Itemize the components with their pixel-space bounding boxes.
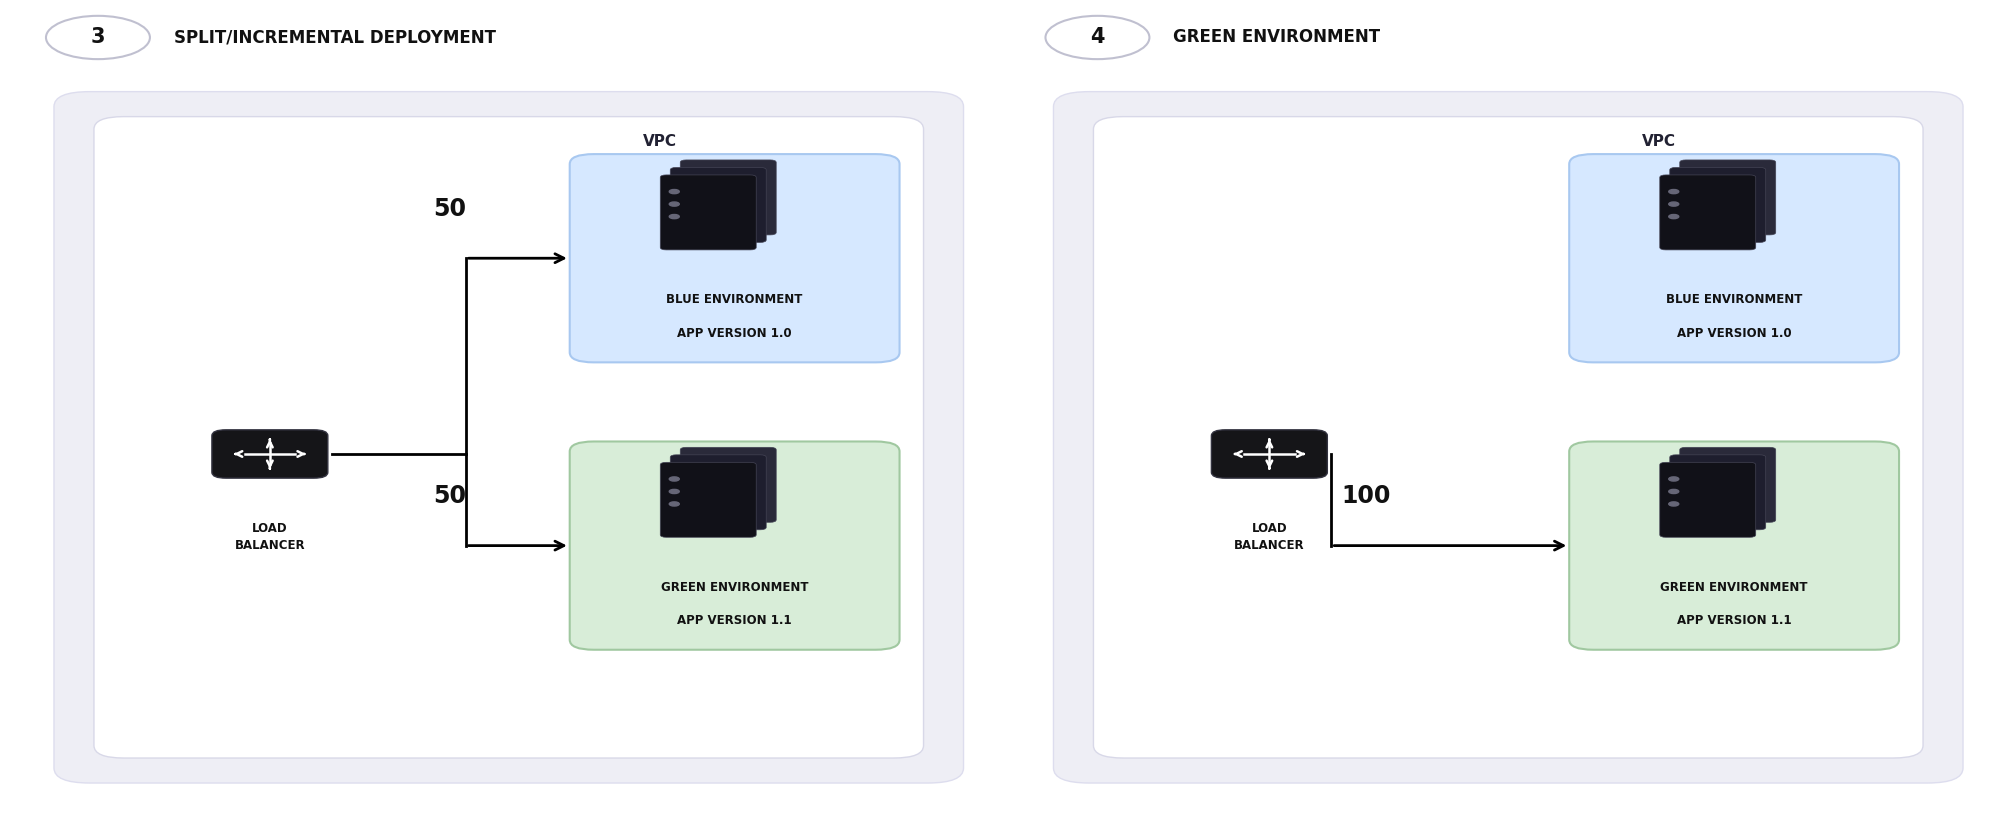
Text: VPC: VPC [1640,134,1676,149]
FancyBboxPatch shape [1668,167,1764,242]
FancyBboxPatch shape [669,167,765,242]
Text: GREEN ENVIRONMENT: GREEN ENVIRONMENT [1660,581,1806,594]
FancyBboxPatch shape [1093,117,1922,758]
Text: 3: 3 [90,27,106,47]
FancyBboxPatch shape [1678,447,1774,522]
Text: BLUE ENVIRONMENT: BLUE ENVIRONMENT [1664,293,1802,307]
Text: 100: 100 [1341,484,1391,508]
FancyBboxPatch shape [1658,462,1754,537]
FancyBboxPatch shape [569,441,899,650]
FancyBboxPatch shape [1668,455,1764,530]
FancyBboxPatch shape [1568,154,1898,362]
FancyBboxPatch shape [659,175,755,250]
Text: APP VERSION 1.1: APP VERSION 1.1 [677,614,791,627]
Circle shape [1668,202,1678,207]
FancyBboxPatch shape [569,154,899,362]
Text: 50: 50 [434,484,466,508]
FancyBboxPatch shape [669,455,765,530]
Text: SPLIT/INCREMENTAL DEPLOYMENT: SPLIT/INCREMENTAL DEPLOYMENT [174,28,496,47]
Text: LOAD
BALANCER: LOAD BALANCER [234,522,306,552]
Circle shape [1668,215,1678,219]
Circle shape [1668,476,1678,481]
FancyBboxPatch shape [1658,175,1754,250]
Circle shape [669,476,679,481]
Text: APP VERSION 1.0: APP VERSION 1.0 [1676,327,1790,340]
FancyBboxPatch shape [1053,92,1962,783]
Text: 50: 50 [434,197,466,221]
Circle shape [669,501,679,506]
Text: BLUE ENVIRONMENT: BLUE ENVIRONMENT [665,293,803,307]
FancyBboxPatch shape [659,462,755,537]
FancyBboxPatch shape [212,430,328,478]
Text: APP VERSION 1.0: APP VERSION 1.0 [677,327,791,340]
Circle shape [669,202,679,207]
Circle shape [46,16,150,59]
Circle shape [669,490,679,493]
Circle shape [669,190,679,194]
Text: APP VERSION 1.1: APP VERSION 1.1 [1676,614,1790,627]
Circle shape [1668,190,1678,194]
FancyBboxPatch shape [679,447,775,522]
FancyBboxPatch shape [94,117,923,758]
Text: GREEN ENVIRONMENT: GREEN ENVIRONMENT [661,581,807,594]
FancyBboxPatch shape [1568,441,1898,650]
Text: 4: 4 [1089,27,1105,47]
Circle shape [1045,16,1149,59]
Text: LOAD
BALANCER: LOAD BALANCER [1233,522,1305,552]
FancyBboxPatch shape [679,160,775,235]
FancyBboxPatch shape [1211,430,1327,478]
Circle shape [1668,501,1678,506]
Circle shape [1668,490,1678,493]
Circle shape [669,215,679,219]
FancyBboxPatch shape [54,92,963,783]
Text: VPC: VPC [641,134,677,149]
FancyBboxPatch shape [1678,160,1774,235]
Text: GREEN ENVIRONMENT: GREEN ENVIRONMENT [1173,28,1381,47]
